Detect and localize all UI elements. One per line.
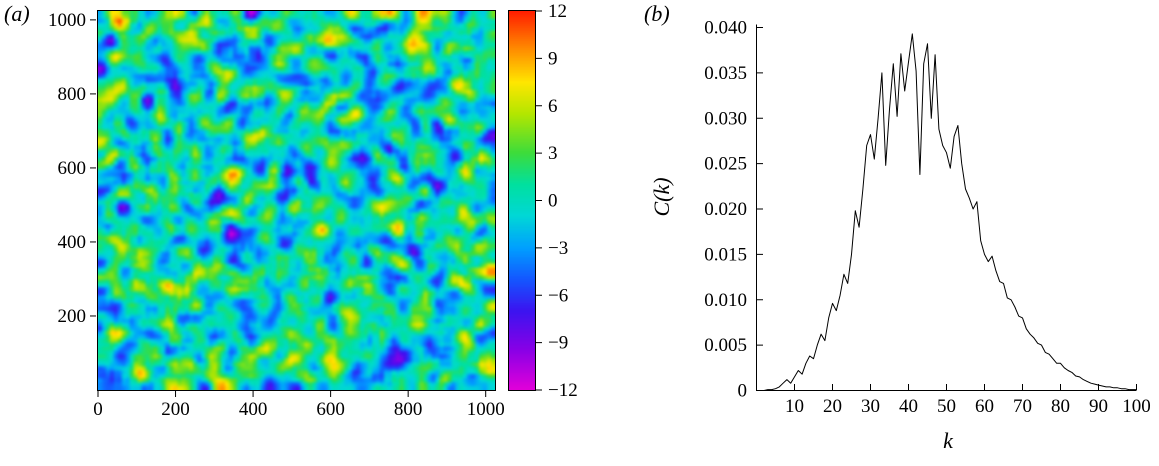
y-tick-label: 0: [738, 381, 748, 402]
y-tick-label: 600: [58, 158, 87, 179]
colorbar-tick-label: 9: [548, 48, 558, 69]
line-chart: 10 20 30 40 50 60 70 80 90 100 0 0.005 0.010 0.015 0.0…: [704, 18, 1151, 418]
y-tick-label: 400: [58, 232, 87, 253]
panel-a: (a) 0 200 400 600 800 1000 200 400 600 800 1000 12 9…: [4, 1, 578, 420]
x-tick-label: 200: [161, 399, 190, 420]
y-tick-label: 200: [58, 306, 87, 327]
y-tick-label: 0.030: [704, 108, 747, 129]
x-tick-label: 60: [975, 396, 994, 417]
axes: [756, 24, 1137, 391]
colorbar: [508, 10, 536, 391]
colorbar-tick-label: −6: [548, 285, 568, 306]
y-tick-label: 0.025: [704, 154, 747, 175]
x-tick-label: 70: [1013, 396, 1032, 417]
y-axis-label: C(k): [649, 177, 674, 217]
colorbar-tick-label: 12: [548, 1, 567, 22]
y-tick-label: 0.040: [704, 18, 747, 39]
y-tick-label: 0.035: [704, 63, 747, 84]
panel-b-label: (b): [644, 1, 670, 26]
panel-a-label: (a): [4, 1, 30, 26]
x-tick-label: 40: [899, 396, 918, 417]
y-tick-label: 800: [58, 84, 87, 105]
x-tick-label: 400: [239, 399, 268, 420]
y-tick-label: 1000: [48, 10, 86, 31]
x-axis-label: k: [943, 428, 953, 453]
x-tick-label: 800: [394, 399, 423, 420]
x-tick-label: 1000: [467, 399, 505, 420]
colorbar-tick-label: −9: [548, 333, 568, 354]
colorbar-tick-label: 0: [548, 191, 558, 212]
x-tick-label: 80: [1051, 396, 1070, 417]
x-tick-label: 30: [861, 396, 880, 417]
y-tick-label: 0.005: [704, 335, 747, 356]
y-tick-label: 0.020: [704, 199, 747, 220]
y-tick-label: 0.010: [704, 290, 747, 311]
colorbar-tick-label: −12: [548, 380, 578, 401]
colorbar-tick-label: 3: [548, 143, 558, 164]
x-tick-label: 100: [1122, 396, 1151, 417]
x-tick-label: 0: [93, 399, 103, 420]
y-tick-label: 0.015: [704, 244, 747, 265]
spectrum-line: [760, 33, 1137, 391]
panel-a-axes: 0 200 400 600 800 1000 200 400 600 800 1000 12 9 6 3 0 −…: [48, 1, 578, 420]
x-tick-label: 20: [823, 396, 842, 417]
heatmap-canvas: [97, 10, 496, 391]
x-tick-label: 90: [1089, 396, 1108, 417]
x-tick-label: 600: [316, 399, 345, 420]
x-tick-label: 10: [785, 396, 804, 417]
colorbar-tick-label: −3: [548, 238, 568, 259]
x-tick-label: 50: [937, 396, 956, 417]
colorbar-tick-label: 6: [548, 96, 558, 117]
panel-b: (b) 10 20 30 40 50 60 70 80 90 100 0 0.005 0.010 0.01…: [600, 0, 1159, 466]
